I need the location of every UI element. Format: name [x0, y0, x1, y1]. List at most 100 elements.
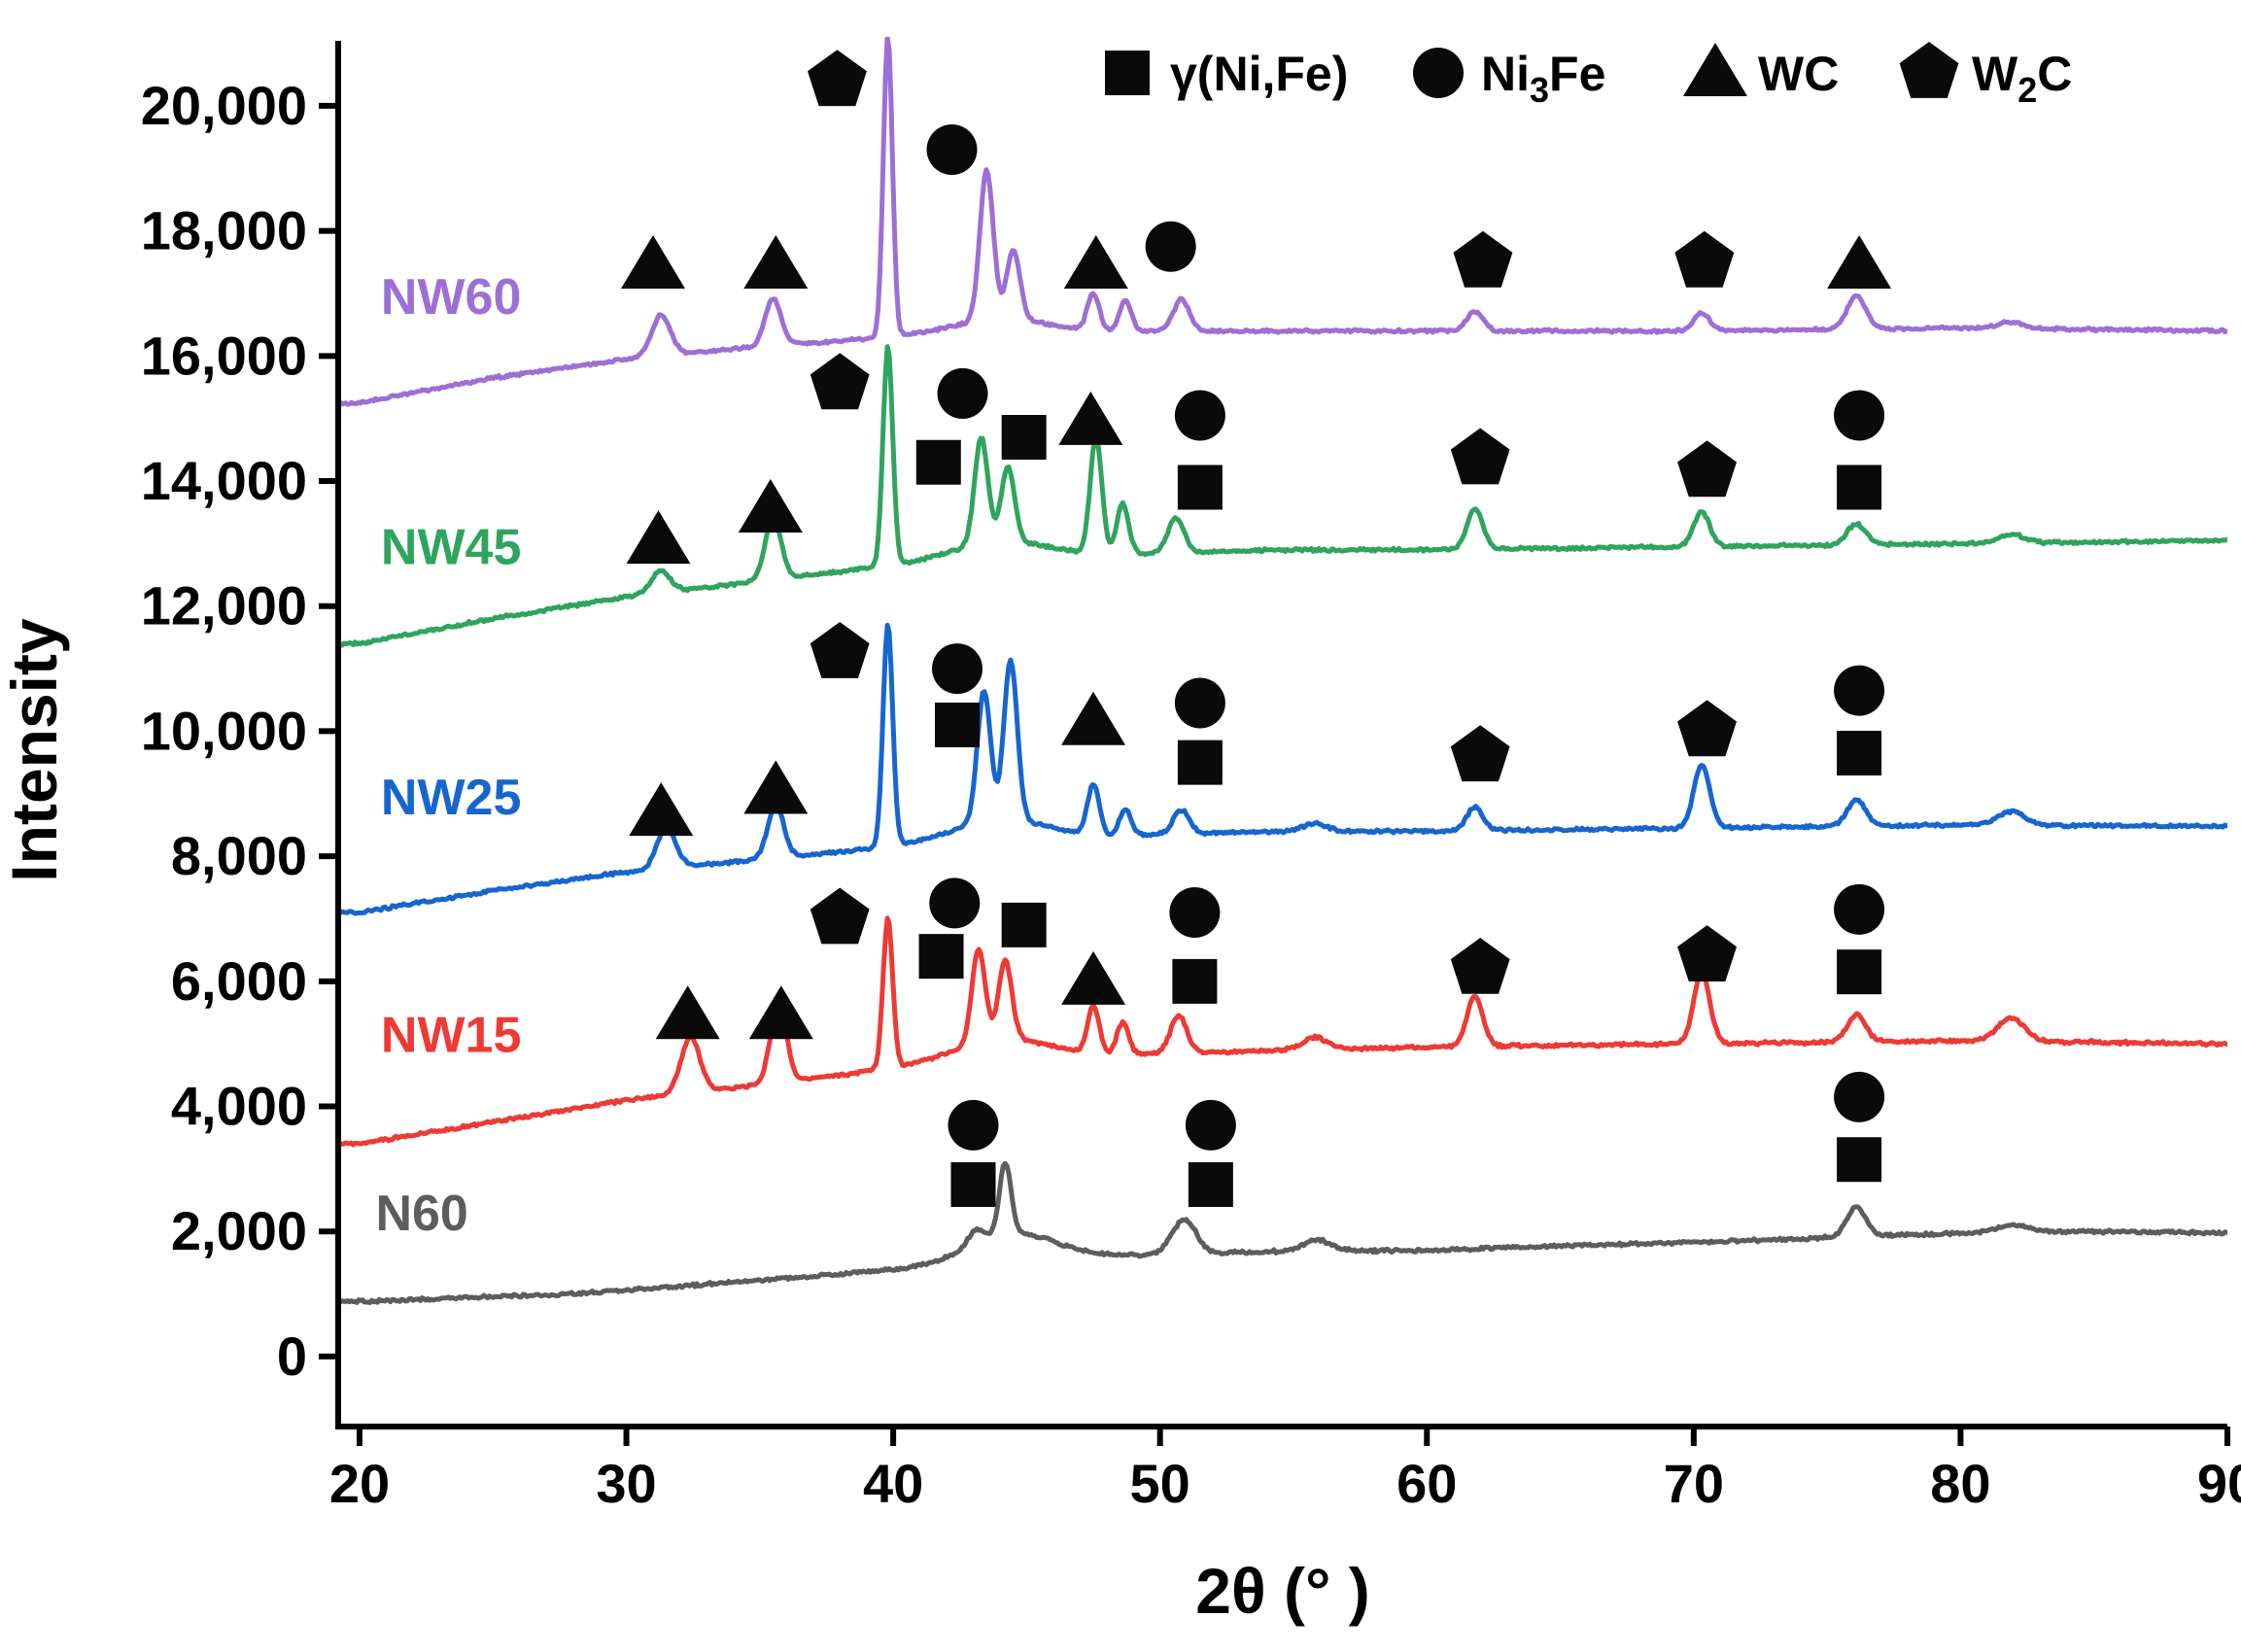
triangle-marker-icon-40 [1061, 950, 1126, 1005]
series-label-N60: N60 [375, 1186, 467, 1242]
phase-markers-layer [621, 50, 1892, 1207]
square-marker-icon-12 [915, 439, 961, 485]
circle-marker-icon-25 [932, 643, 983, 695]
square-marker-icon-21 [1837, 465, 1882, 510]
series-NW45-curve [339, 344, 2227, 648]
x-tick-label: 90 [2197, 1453, 2241, 1514]
circle-marker-icon-20 [1834, 390, 1885, 441]
circle-marker-icon-16 [1174, 390, 1225, 441]
y-tick-label: 16,000 [141, 325, 307, 386]
x-tick-label: 30 [596, 1453, 656, 1514]
triangle-marker-icon-34 [655, 985, 720, 1040]
legend: γ(Ni,Fe) Ni3Fe WC W2C [1105, 42, 2072, 110]
triangle-marker-icon-10 [738, 478, 803, 533]
series-label-NW60: NW60 [381, 269, 521, 326]
y-tick-label: 18,000 [141, 200, 307, 261]
axes-layer [335, 41, 2227, 1429]
pentagon-marker-icon-11 [810, 353, 870, 410]
circle-marker-icon-28 [1174, 677, 1225, 729]
triangle-marker-icon-15 [1058, 391, 1123, 445]
y-tick-label: 8,000 [171, 825, 307, 886]
y-tick-label: 14,000 [141, 450, 307, 511]
circle-marker-icon-51 [1834, 1071, 1885, 1122]
series-label-NW15: NW15 [381, 1008, 521, 1064]
tick-labels-layer: 20 30 40 50 60 70 80 90 0 2,000 4,000 6,000 8,000 10,… [141, 75, 2241, 1514]
x-axis-title: 2θ (° ) [1195, 1555, 1369, 1627]
square-marker-icon-39 [1001, 902, 1047, 947]
triangle-marker-icon-0 [621, 235, 685, 290]
pentagon-marker-icon-44 [1677, 925, 1737, 981]
x-tick-label: 60 [1396, 1453, 1457, 1514]
series-NW15-curve [339, 915, 2227, 1148]
triangle-marker-icon-27 [1061, 691, 1126, 745]
circle-marker-icon-13 [937, 367, 988, 419]
circle-marker-icon-49 [1185, 1099, 1236, 1151]
triangle-marker-icon-8 [1827, 235, 1892, 290]
series-N60-curve [339, 1160, 2227, 1305]
y-axis-title: Intensity [0, 618, 70, 882]
square-marker-icon-42 [1172, 958, 1218, 1004]
triangle-marker-icon-4 [1063, 235, 1128, 290]
series-label-NW45: NW45 [381, 520, 521, 576]
square-marker-icon-29 [1177, 740, 1223, 785]
x-tick-label: 50 [1130, 1453, 1190, 1514]
pentagon-marker-icon-7 [1674, 230, 1735, 288]
triangle-marker-icon-9 [626, 510, 691, 565]
legend-item-Ni3Fe: Ni3Fe [1413, 47, 1605, 110]
circle-marker-icon-41 [1169, 887, 1221, 939]
legend-item-WC: WC [1683, 43, 1839, 101]
y-tick-label: 12,000 [141, 575, 307, 637]
pentagon-marker-icon-18 [1450, 428, 1510, 485]
square-marker-icon-37 [918, 934, 964, 980]
y-tick-label: 0 [277, 1325, 307, 1387]
y-tick-label: 6,000 [171, 950, 307, 1012]
square-marker-icon-50 [1188, 1161, 1233, 1207]
x-tick-label: 70 [1664, 1453, 1724, 1514]
x-tick-label: 80 [1930, 1453, 1990, 1514]
y-tick-label: 20,000 [141, 75, 307, 136]
x-tick-label: 20 [329, 1453, 390, 1514]
circle-marker-icon-legend-1 [1413, 48, 1464, 98]
triangle-marker-icon-23 [743, 760, 809, 814]
x-tick-label: 40 [863, 1453, 923, 1514]
pentagon-marker-icon-30 [1450, 725, 1510, 782]
circle-marker-icon-3 [926, 123, 978, 175]
square-marker-icon-46 [1837, 949, 1882, 995]
square-marker-icon-33 [1837, 730, 1882, 775]
pentagon-marker-icon-31 [1677, 700, 1737, 757]
circle-marker-icon-32 [1834, 665, 1885, 716]
legend-item-γ(Ni,Fe): γ(Ni,Fe) [1105, 47, 1348, 101]
circle-marker-icon-45 [1834, 883, 1885, 935]
legend-label: WC [1758, 47, 1839, 101]
pentagon-marker-icon-24 [810, 622, 870, 678]
square-marker-icon-legend-0 [1105, 51, 1150, 95]
series-NW60-curve [339, 37, 2227, 407]
legend-label: Ni3Fe [1481, 47, 1605, 110]
series-curves-layer [339, 37, 2227, 1305]
square-marker-icon-48 [950, 1161, 996, 1207]
square-marker-icon-26 [935, 702, 981, 747]
triangle-marker-icon-35 [748, 985, 813, 1040]
triangle-marker-icon-22 [629, 782, 694, 837]
square-marker-icon-14 [1001, 414, 1047, 460]
pentagon-marker-icon-36 [810, 887, 870, 945]
legend-label: γ(Ni,Fe) [1170, 47, 1348, 101]
circle-marker-icon-47 [948, 1099, 999, 1151]
pentagon-marker-icon-legend-3 [1899, 42, 1959, 98]
y-tick-label: 4,000 [171, 1076, 307, 1137]
triangle-marker-icon-legend-2 [1683, 43, 1747, 96]
y-tick-label: 10,000 [141, 700, 307, 761]
y-tick-label: 2,000 [171, 1200, 307, 1261]
square-marker-icon-52 [1837, 1137, 1882, 1183]
pentagon-marker-icon-43 [1450, 938, 1510, 994]
series-labels-layer: N60 NW15 NW25 NW45 NW60 [375, 269, 521, 1242]
triangle-marker-icon-1 [743, 235, 809, 290]
square-marker-icon-17 [1177, 465, 1223, 510]
series-label-NW25: NW25 [381, 770, 521, 826]
pentagon-marker-icon-6 [1453, 230, 1513, 288]
series-NW25-curve [339, 622, 2227, 916]
legend-label: W2C [1972, 47, 2072, 110]
circle-marker-icon-5 [1145, 221, 1196, 272]
